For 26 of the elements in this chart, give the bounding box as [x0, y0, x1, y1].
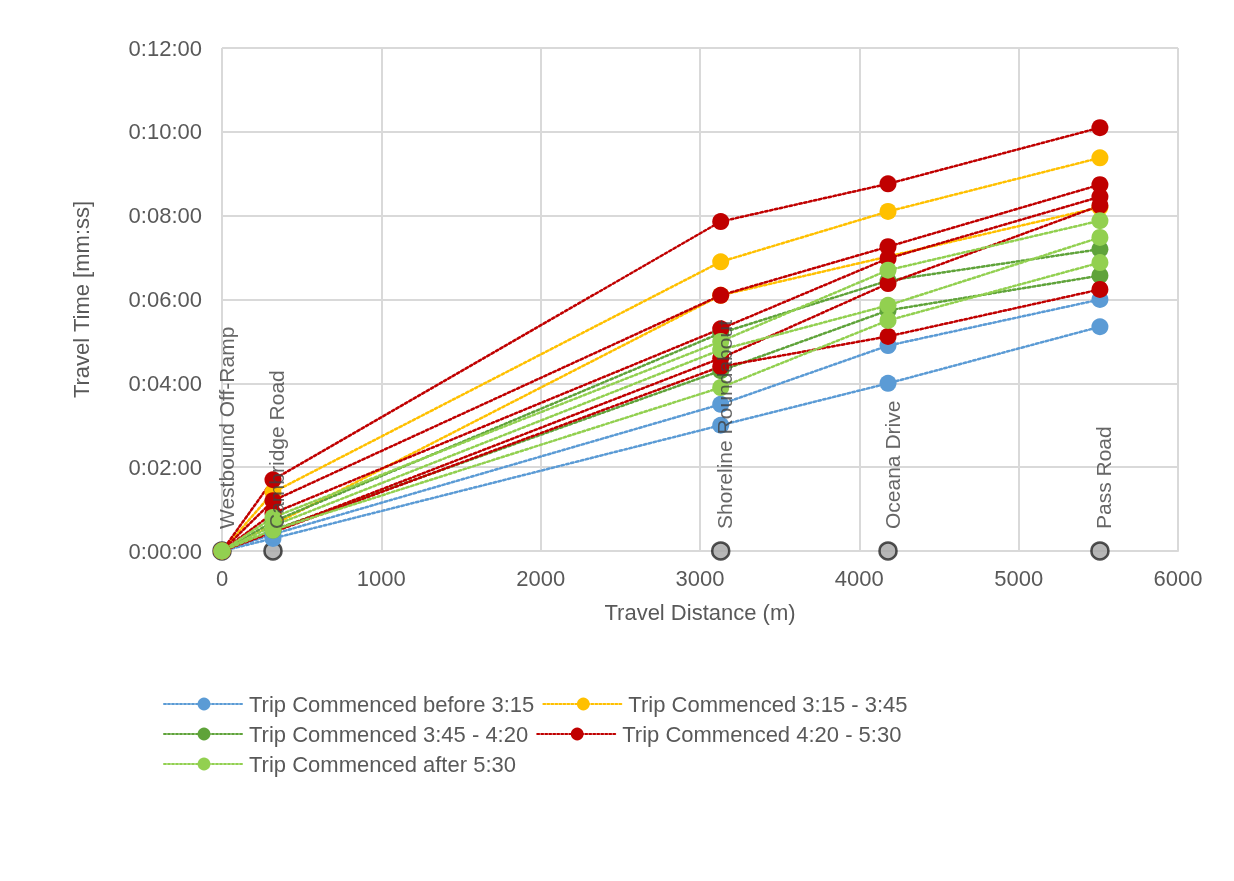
x-tick-label: 3000 — [675, 565, 725, 591]
legend-label: Trip Commenced 3:15 - 3:45 — [628, 691, 908, 717]
legend-label: Trip Commenced 3:45 - 4:20 — [249, 721, 529, 747]
x-tick-label: 2000 — [516, 565, 566, 591]
y-tick-label: 0:04:00 — [128, 370, 202, 396]
y-axis-title: Travel Time [mm:ss] — [68, 200, 94, 399]
y-tick-label: 0:00:00 — [128, 538, 202, 564]
annotation: Westbound Off-Ramp — [214, 326, 238, 529]
x-tick-label: 6000 — [1153, 565, 1203, 591]
x-tick-label: 5000 — [994, 565, 1044, 591]
x-tick-label: 4000 — [834, 565, 884, 591]
y-tick-label: 0:08:00 — [128, 203, 202, 229]
y-tick-label: 0:02:00 — [128, 454, 202, 480]
annotation: Oceana Drive — [880, 400, 904, 529]
y-tick-label: 0:06:00 — [128, 287, 202, 312]
x-tick-label: 0 — [215, 565, 229, 591]
legend-label: Trip Commenced 4:20 - 5:30 — [622, 721, 902, 747]
x-axis-title: Travel Distance (m) — [604, 599, 796, 625]
legend-label: Trip Commenced before 3:15 — [249, 691, 535, 717]
annotation: Shoreline Roundabout — [713, 319, 737, 529]
legend-label: Trip Commenced after 5:30 — [249, 751, 516, 777]
annotation: Pass Road — [1092, 426, 1116, 529]
y-tick-label: 0:10:00 — [128, 119, 202, 145]
x-tick-label: 1000 — [356, 565, 406, 591]
y-tick-label: 0:12:00 — [128, 35, 202, 61]
annotation: Cambridge Road — [265, 370, 289, 529]
